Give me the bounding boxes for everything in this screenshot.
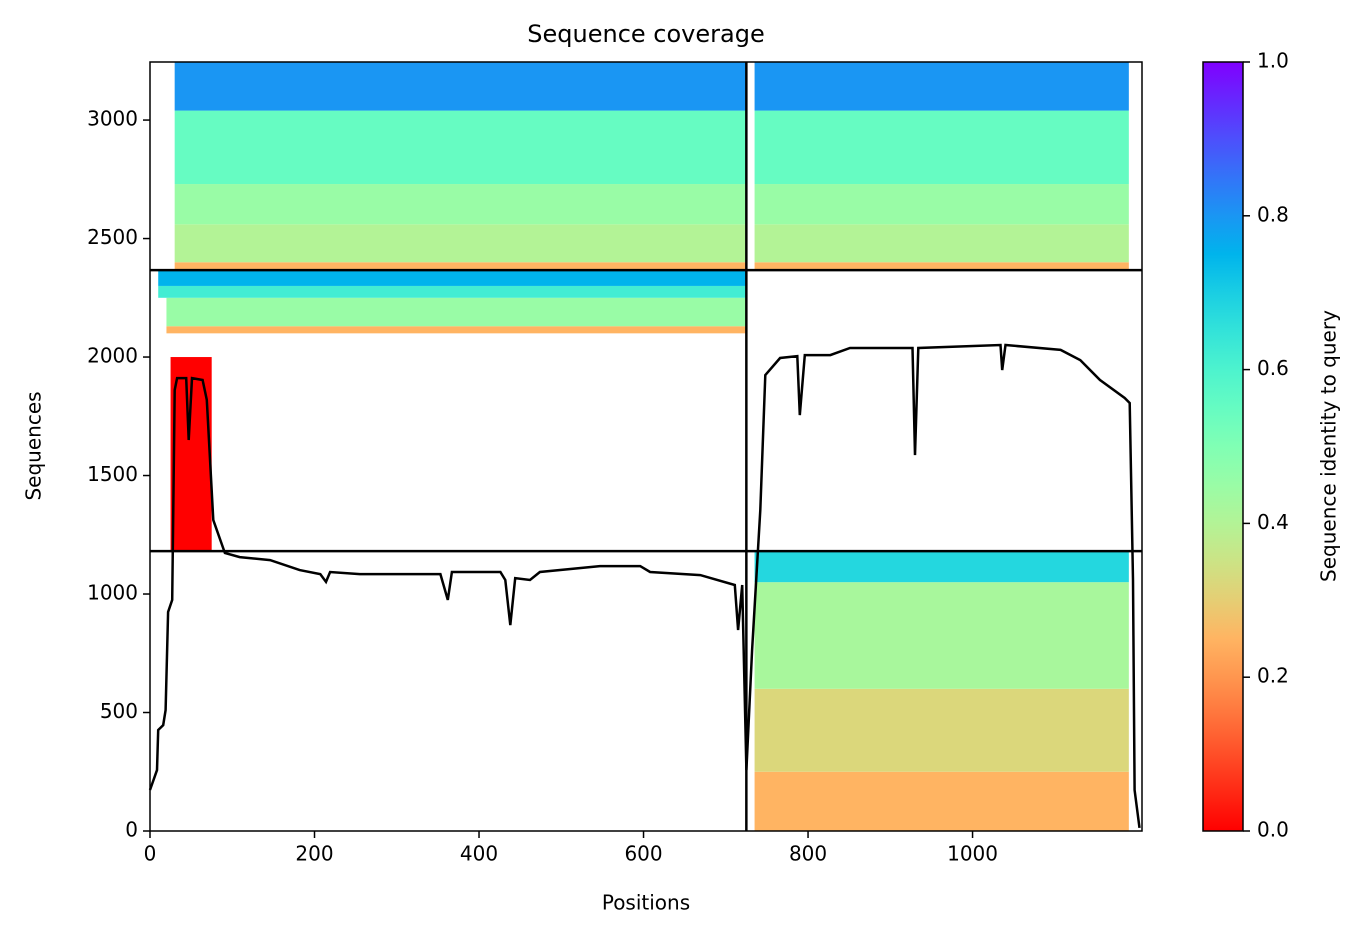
colorbar (1202, 61, 1244, 832)
colorbar-tick-label: 0.2 (1257, 664, 1289, 688)
x-tick-label: 800 (789, 842, 827, 866)
x-tick-label: 200 (295, 842, 333, 866)
x-tick-label: 1000 (947, 842, 998, 866)
x-tick-label: 600 (624, 842, 662, 866)
identity-block (174, 62, 747, 111)
identity-block (158, 285, 747, 298)
identity-block (754, 551, 1129, 583)
identity-block (166, 326, 747, 334)
y-tick-label: 500 (100, 699, 138, 723)
identity-block (754, 262, 1129, 271)
identity-block (754, 184, 1129, 225)
identity-block (174, 184, 747, 225)
colorbar-tick-label: 0.0 (1257, 818, 1289, 842)
y-axis-label: Sequences (22, 391, 46, 500)
colorbar-tick-label: 1.0 (1257, 49, 1289, 73)
plot-frame (149, 61, 1143, 832)
identity-block (754, 688, 1129, 772)
x-tick-label: 0 (144, 842, 157, 866)
colorbar-tick-label: 0.8 (1257, 202, 1289, 226)
y-tick-label: 0 (125, 818, 138, 842)
identity-block (754, 110, 1129, 185)
identity-block (166, 297, 747, 327)
y-tick-label: 1000 (87, 581, 138, 605)
coverage-line (148, 343, 1141, 829)
identity-block (174, 110, 747, 185)
y-tick-label: 2500 (87, 225, 138, 249)
colorbar-tick-label: 0.6 (1257, 356, 1289, 380)
chart-title: Sequence coverage (527, 20, 764, 48)
y-tick-label: 2000 (87, 344, 138, 368)
identity-block (158, 270, 747, 286)
colorbar-tick-label: 0.4 (1257, 510, 1289, 534)
identity-block (754, 771, 1129, 831)
y-tick-label: 3000 (87, 107, 138, 131)
y-tick-label: 1500 (87, 462, 138, 486)
identity-block (754, 224, 1129, 263)
identity-block (174, 224, 747, 263)
identity-block (174, 262, 747, 271)
x-tick-label: 400 (460, 842, 498, 866)
colorbar-label: Sequence identity to query (1317, 310, 1341, 582)
x-axis-label: Positions (602, 891, 690, 915)
identity-block (754, 582, 1129, 689)
identity-block (754, 62, 1129, 111)
